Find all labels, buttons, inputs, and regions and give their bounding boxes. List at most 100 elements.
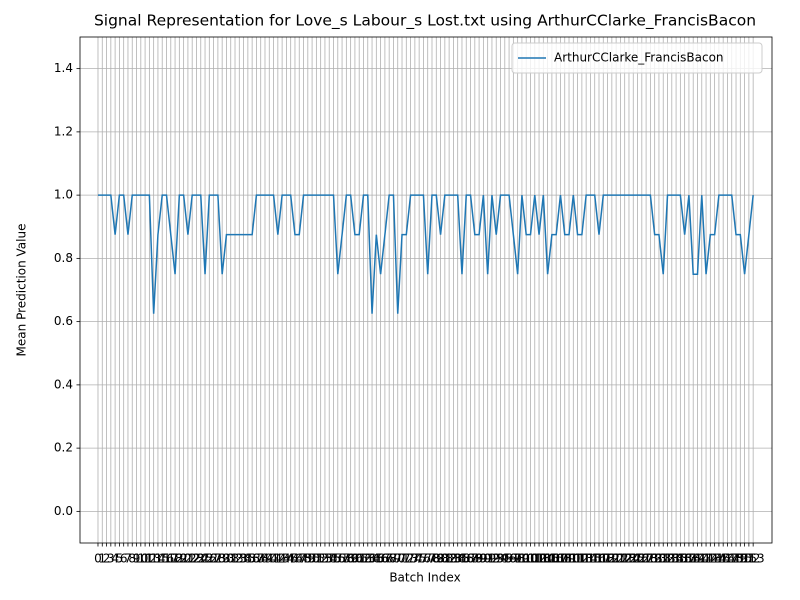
x-tick-label: 77 <box>420 552 435 566</box>
x-tick-label: 139 <box>682 552 705 566</box>
x-tick-label: 32 <box>227 552 242 566</box>
data-line <box>97 194 754 314</box>
x-tick-label: 90 <box>476 552 491 566</box>
x-tick-label: 140 <box>686 552 709 566</box>
x-tick-label: 128 <box>635 552 658 566</box>
x-tick-label: 99 <box>514 552 529 566</box>
x-tick-label: 135 <box>665 552 688 566</box>
x-tick-label: 9 <box>133 552 141 566</box>
x-tick-label: 126 <box>626 552 649 566</box>
x-tick-label: 121 <box>605 552 628 566</box>
x-tick-label: 69 <box>386 552 401 566</box>
x-tick-label: 67 <box>377 552 392 566</box>
x-tick-label: 93 <box>489 552 504 566</box>
x-tick-label: 35 <box>240 552 255 566</box>
x-tick-label: 41 <box>266 552 281 566</box>
x-tick-label: 151 <box>733 552 756 566</box>
x-tick-label: 131 <box>647 552 670 566</box>
x-tick-label: 57 <box>334 552 349 566</box>
x-tick-label: 66 <box>373 552 388 566</box>
x-tick-label: 150 <box>729 552 752 566</box>
x-tick-label: 79 <box>429 552 444 566</box>
x-tick-label: 119 <box>596 552 619 566</box>
x-tick-label: 104 <box>532 552 555 566</box>
x-tick-label: 70 <box>390 552 405 566</box>
x-tick-label: 34 <box>236 552 251 566</box>
x-tick-label: 56 <box>330 552 345 566</box>
x-tick-label: 141 <box>690 552 713 566</box>
x-tick-label: 112 <box>566 552 589 566</box>
x-tick-label: 132 <box>652 552 675 566</box>
x-tick-label: 47 <box>292 552 307 566</box>
x-tick-label: 95 <box>497 552 512 566</box>
x-tick-label: 133 <box>656 552 679 566</box>
x-tick-label: 145 <box>707 552 730 566</box>
x-tick-label: 142 <box>695 552 718 566</box>
x-tick-label: 85 <box>454 552 469 566</box>
x-tick-label: 16 <box>159 552 174 566</box>
x-tick-label: 92 <box>484 552 499 566</box>
x-tick-label: 7 <box>124 552 132 566</box>
x-tick-label: 65 <box>369 552 384 566</box>
y-tick-label: 0.4 <box>54 377 73 391</box>
x-tick-label: 120 <box>600 552 623 566</box>
x-tick-label: 143 <box>699 552 722 566</box>
x-tick-label: 36 <box>245 552 260 566</box>
x-tick-label: 29 <box>215 552 230 566</box>
x-tick-label: 89 <box>471 552 486 566</box>
x-tick-label: 144 <box>703 552 726 566</box>
x-tick-label: 1 <box>98 552 106 566</box>
legend-label: ArthurCClarke_FrancisBacon <box>554 51 724 65</box>
x-tick-label: 15 <box>155 552 170 566</box>
x-tick-label: 22 <box>185 552 200 566</box>
x-tick-label: 125 <box>622 552 645 566</box>
x-tick-label: 83 <box>446 552 461 566</box>
x-tick-label: 130 <box>643 552 666 566</box>
x-axis-label: Batch Index <box>389 571 460 585</box>
x-tick-label: 86 <box>459 552 474 566</box>
y-tick-label: 1.2 <box>54 124 73 138</box>
x-tick-label: 87 <box>463 552 478 566</box>
x-tick-label: 40 <box>262 552 277 566</box>
x-tick-label: 5 <box>116 552 124 566</box>
x-tick-label: 62 <box>356 552 371 566</box>
x-tick-label: 148 <box>720 552 743 566</box>
x-tick-label: 88 <box>467 552 482 566</box>
x-tick-label: 71 <box>394 552 409 566</box>
x-tick-label: 58 <box>339 552 354 566</box>
x-tick-label: 53 <box>317 552 332 566</box>
x-tick-label: 152 <box>737 552 760 566</box>
x-tick-label: 153 <box>742 552 765 566</box>
x-tick-label: 109 <box>553 552 576 566</box>
x-tick-label: 76 <box>416 552 431 566</box>
x-tick-label: 127 <box>630 552 653 566</box>
x-tick-label: 64 <box>364 552 379 566</box>
y-tick-label: 0.2 <box>54 441 73 455</box>
x-tick-label: 78 <box>424 552 439 566</box>
x-tick-label: 117 <box>588 552 611 566</box>
x-tick-label: 33 <box>232 552 247 566</box>
x-tick-label: 30 <box>219 552 234 566</box>
x-tick-label: 0 <box>94 552 102 566</box>
x-tick-label: 63 <box>360 552 375 566</box>
plot-frame <box>79 36 773 544</box>
x-tick-label: 107 <box>545 552 568 566</box>
x-tick-label: 48 <box>296 552 311 566</box>
x-tick-label: 55 <box>326 552 341 566</box>
y-axis-label: Mean Prediction Value <box>15 224 29 357</box>
x-tick-label: 46 <box>287 552 302 566</box>
x-tick-label: 14 <box>150 552 165 566</box>
x-tick-label: 116 <box>583 552 606 566</box>
y-tick-label: 1.4 <box>54 61 73 75</box>
x-tick-label: 136 <box>669 552 692 566</box>
x-tick-label: 60 <box>347 552 362 566</box>
x-tick-label: 113 <box>570 552 593 566</box>
x-tick-label: 44 <box>279 552 294 566</box>
x-tick-label: 147 <box>716 552 739 566</box>
x-tick-label: 68 <box>382 552 397 566</box>
x-tick-label: 45 <box>283 552 298 566</box>
x-tick-label: 4 <box>111 552 119 566</box>
x-tick-label: 2 <box>103 552 111 566</box>
x-tick-label: 24 <box>193 552 208 566</box>
x-tick-label: 124 <box>618 552 641 566</box>
